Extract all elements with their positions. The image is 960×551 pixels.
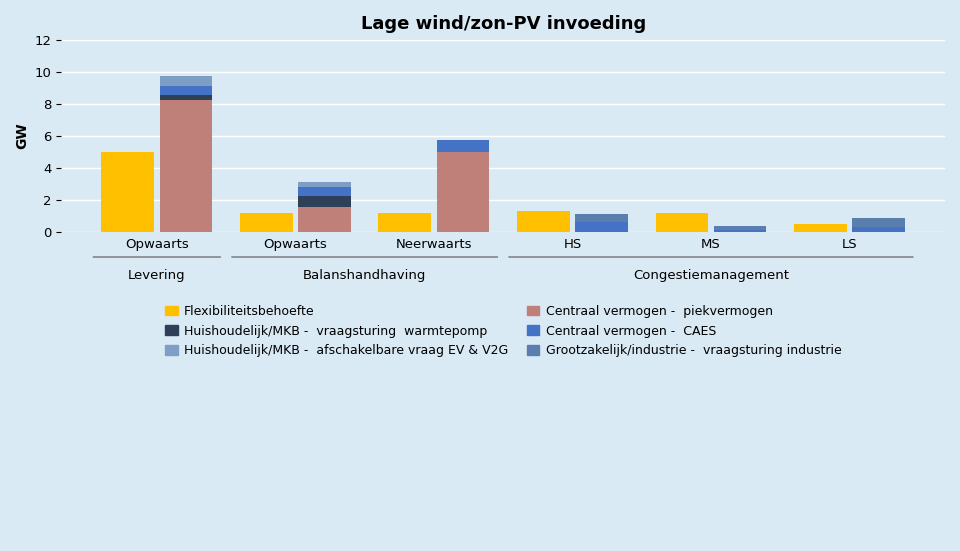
Bar bbox=[299, 182, 350, 187]
Bar bbox=[713, 230, 766, 232]
Bar bbox=[437, 140, 490, 152]
Bar bbox=[517, 211, 569, 232]
Bar bbox=[102, 152, 155, 232]
Bar bbox=[159, 100, 212, 232]
Bar bbox=[159, 76, 212, 87]
Bar bbox=[299, 187, 350, 196]
Bar bbox=[713, 226, 766, 230]
Text: Balanshandhaving: Balanshandhaving bbox=[303, 268, 426, 282]
Title: Lage wind/zon-PV invoeding: Lage wind/zon-PV invoeding bbox=[361, 15, 646, 33]
Bar bbox=[437, 152, 490, 232]
Bar bbox=[299, 207, 350, 232]
Bar bbox=[378, 213, 431, 232]
Legend: Flexibiliteitsbehoefte, Huishoudelijk/MKB -  vraagsturing  warmtepomp, Huishoude: Flexibiliteitsbehoefte, Huishoudelijk/MK… bbox=[160, 300, 847, 363]
Bar bbox=[575, 222, 628, 232]
Text: Congestiemanagement: Congestiemanagement bbox=[633, 268, 789, 282]
Bar bbox=[159, 87, 212, 95]
Bar bbox=[299, 196, 350, 207]
Bar bbox=[159, 95, 212, 100]
Text: Levering: Levering bbox=[128, 268, 185, 282]
Y-axis label: GW: GW bbox=[15, 123, 29, 149]
Bar bbox=[794, 224, 847, 232]
Bar bbox=[656, 213, 708, 232]
Bar bbox=[575, 214, 628, 222]
Bar bbox=[240, 213, 293, 232]
Bar bbox=[852, 227, 905, 232]
Bar bbox=[852, 218, 905, 227]
